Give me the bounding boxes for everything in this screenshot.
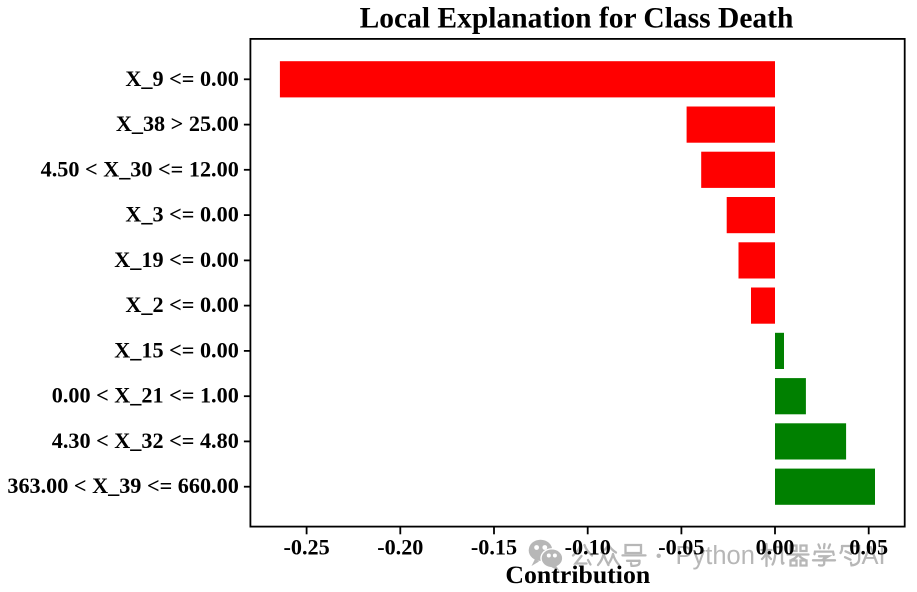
svg-text:Contribution: Contribution: [505, 560, 650, 589]
svg-text:-0.25: -0.25: [283, 534, 329, 559]
svg-text:363.00 < X_39 <= 660.00: 363.00 < X_39 <= 660.00: [7, 473, 238, 498]
svg-text:-0.20: -0.20: [377, 534, 423, 559]
svg-text:0.00: 0.00: [756, 534, 795, 559]
svg-text:Local Explanation for Class De: Local Explanation for Class Death: [360, 3, 794, 35]
svg-text:X_15 <= 0.00: X_15 <= 0.00: [114, 337, 239, 362]
svg-text:X_19 <= 0.00: X_19 <= 0.00: [114, 247, 239, 272]
svg-text:-0.15: -0.15: [471, 534, 517, 559]
svg-text:X_38 > 25.00: X_38 > 25.00: [116, 111, 239, 136]
svg-text:4.50 < X_30 <= 12.00: 4.50 < X_30 <= 12.00: [41, 156, 239, 181]
svg-text:AI: AI: [862, 542, 886, 570]
svg-text:Python: Python: [676, 542, 755, 570]
svg-text:0.05: 0.05: [849, 534, 888, 559]
svg-text:0.00 < X_21 <= 1.00: 0.00 < X_21 <= 1.00: [52, 383, 239, 408]
svg-text:4.30 < X_32 <= 4.80: 4.30 < X_32 <= 4.80: [52, 428, 239, 453]
svg-text:X_9 <= 0.00: X_9 <= 0.00: [125, 66, 238, 91]
svg-text:X_2 <= 0.00: X_2 <= 0.00: [125, 292, 238, 317]
svg-text:X_3 <= 0.00: X_3 <= 0.00: [125, 202, 238, 227]
svg-text:-0.05: -0.05: [658, 534, 704, 559]
svg-text:-0.10: -0.10: [565, 534, 611, 559]
